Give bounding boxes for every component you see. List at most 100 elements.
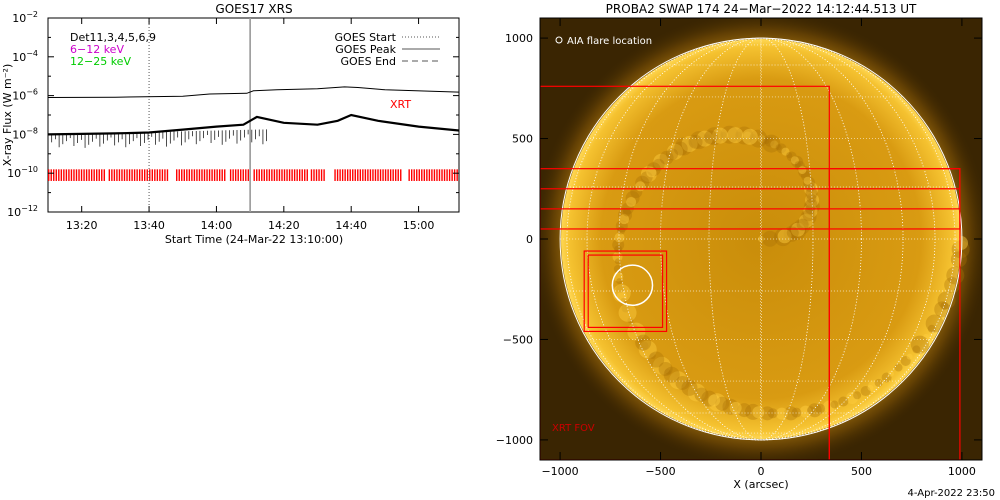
surface-patch	[912, 345, 921, 354]
surface-patch	[757, 134, 766, 143]
heliographic-grid	[559, 37, 963, 441]
xrt-coverage-bar	[146, 169, 148, 181]
xrt-coverage-bar	[101, 169, 103, 181]
swap-y-tick-label: −500	[503, 333, 533, 346]
surface-patch	[618, 207, 633, 222]
xrt-coverage-bar	[186, 169, 188, 181]
xrt-coverage-bar	[276, 169, 278, 181]
xrt-coverage-bar	[306, 169, 308, 181]
surface-patch	[727, 127, 744, 144]
xrt-coverage-bar	[93, 169, 95, 181]
surface-patch	[760, 406, 775, 421]
surface-patch	[786, 151, 797, 162]
surface-patch	[681, 135, 698, 152]
xrt-coverage-bar	[88, 169, 90, 181]
xrt-coverage-bar	[320, 169, 323, 181]
surface-patch	[652, 158, 665, 171]
surface-patch	[867, 380, 880, 393]
surface-patch	[910, 335, 929, 354]
surface-patch	[794, 218, 811, 235]
longitude-line	[760, 37, 762, 441]
goes-legend-label: GOES End	[340, 55, 396, 68]
xrt-coverage-bar	[433, 169, 436, 181]
surface-patch	[954, 236, 969, 251]
goes-x-tick-label: 14:40	[335, 219, 367, 232]
xrt-fov-box	[587, 254, 664, 328]
xrt-coverage-bar	[213, 169, 216, 181]
xrt-coverage-bar	[123, 169, 126, 181]
surface-patch	[775, 144, 782, 151]
energy-band-12-25-label: 12−25 keV	[70, 55, 131, 68]
surface-patch	[775, 407, 788, 420]
xrt-coverage-bar	[161, 169, 164, 181]
surface-patch	[703, 130, 718, 145]
swap-axes: −1000 −500 0 500 1000 −1000 −500 0 500 1000	[496, 18, 982, 478]
xrt-coverage-bar	[149, 169, 151, 181]
surface-patch	[791, 407, 802, 418]
aia-legend-marker-icon	[555, 36, 563, 44]
xrt-coverage-bar	[63, 169, 65, 181]
surface-patch	[798, 213, 813, 228]
surface-patch	[687, 383, 706, 402]
goes-chart-title: GOES17 XRS	[215, 2, 292, 16]
xrt-coverage-bar	[75, 169, 78, 181]
surface-patch	[618, 303, 637, 322]
xrt-coverage-bar	[357, 169, 359, 181]
surface-patch	[786, 152, 793, 159]
xrt-coverage-bar	[408, 169, 410, 181]
swap-x-tick-label: −1000	[541, 465, 578, 478]
solar-image	[540, 18, 982, 460]
xrt-coverage-bar	[268, 169, 271, 181]
surface-patch	[625, 191, 640, 206]
xrt-coverage-bar	[341, 169, 344, 181]
surface-patch	[614, 258, 621, 265]
surface-patch	[947, 287, 954, 294]
surface-patch	[807, 403, 822, 418]
swap-y-tick-label: 0	[526, 233, 533, 246]
surface-patch	[925, 314, 944, 333]
swap-chart-title: PROBA2 SWAP 174 24−Mar−2022 14:12:44.513…	[606, 2, 917, 16]
xrt-coverage-bar	[286, 169, 288, 181]
xrt-coverage-bar	[65, 169, 68, 181]
surface-patch	[637, 335, 644, 342]
xrt-coverage-bar	[201, 169, 203, 181]
xrt-coverage-bar	[83, 169, 85, 181]
surface-patch	[616, 278, 623, 285]
xrt-coverage-bar	[188, 169, 191, 181]
surface-patch	[646, 167, 657, 178]
xrt-coverage-bar	[448, 169, 451, 181]
xrt-coverage-bar	[159, 169, 161, 181]
solar-surface-texture	[612, 125, 970, 421]
xrt-coverage-bar	[181, 169, 183, 181]
xrt-coverage-bar	[310, 169, 313, 181]
surface-patch	[927, 324, 936, 333]
xrt-coverage-bar	[108, 169, 111, 181]
surface-patch	[936, 311, 943, 318]
surface-patch	[626, 196, 637, 207]
surface-patch	[648, 351, 665, 368]
xrt-coverage-bar	[313, 169, 315, 181]
surface-patch	[638, 340, 657, 359]
surface-patch	[715, 396, 730, 411]
xrt-coverage-bar	[352, 169, 354, 181]
xrt-coverage-bar	[80, 169, 83, 181]
xrt-coverage-bar	[229, 169, 232, 181]
surface-patch	[790, 156, 799, 165]
surface-patch	[781, 147, 790, 156]
xrt-coverage-bar	[372, 169, 374, 181]
xrt-coverage-bar	[131, 169, 133, 181]
goes-series-line	[48, 86, 459, 98]
surface-patch	[860, 386, 871, 397]
surface-patch	[758, 236, 764, 242]
swap-y-tick-label: 500	[512, 133, 533, 146]
surface-patch	[944, 277, 961, 294]
xrt-coverage-bar	[271, 169, 273, 181]
xrt-coverage-bar	[384, 169, 387, 181]
surface-patch	[669, 371, 688, 390]
xrt-coverage-bar	[397, 169, 399, 181]
xrt-coverage-bar	[98, 169, 100, 181]
surface-patch	[649, 353, 656, 360]
surface-patch	[798, 166, 807, 175]
surface-patch	[806, 193, 817, 204]
surface-patch	[752, 406, 765, 419]
